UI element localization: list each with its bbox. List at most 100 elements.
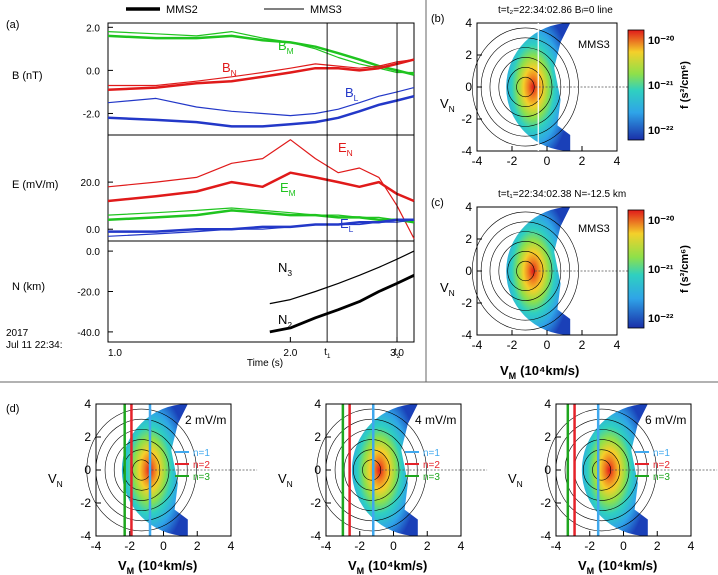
colorbar-gradient xyxy=(627,29,645,141)
x-axis-label-vm: VM (10⁴km/s) xyxy=(348,558,427,575)
legend-label-n=2: n=2 xyxy=(653,460,670,471)
legend-label-n=1: n=1 xyxy=(193,448,210,459)
y-axis-label: E (mV/m) xyxy=(12,179,58,191)
colorbar-tick-label: 10⁻²⁰ xyxy=(648,215,675,227)
y-tick-label: 4 xyxy=(465,200,472,214)
y-tick-label: 2 xyxy=(465,232,472,246)
panel-c-title: t=t₁=22:34:02.38 N=-12.5 km xyxy=(498,189,626,200)
contour-line xyxy=(498,241,553,301)
series-line-4 xyxy=(108,59,415,87)
x-tick-label: 2 xyxy=(654,539,661,553)
panel-d-distribution xyxy=(86,404,258,536)
x-axis-label-vm: VM (10⁴km/s) xyxy=(500,363,579,381)
time-series-panels: 2.0 0.0 -2.0 B (nT) BM BN BL 20.0 0.0 E (mV/m) EN E… xyxy=(12,22,415,369)
contour-line xyxy=(334,429,409,511)
distribution-panels: t=t₂=22:34:02.86 Bₗ=0 line -4 4 -2 2 0 0 2 -2 4 -4… xyxy=(48,5,718,575)
legend-label-n=3: n=3 xyxy=(193,472,210,483)
y-tick-label: 0.0 xyxy=(86,225,100,236)
y-tick-label: 2 xyxy=(314,430,321,444)
y-tick-label: 2 xyxy=(84,430,91,444)
y-tick-label: 0 xyxy=(465,80,472,94)
series-line-6 xyxy=(107,87,415,117)
y-tick-label: -2 xyxy=(80,496,91,510)
legend-mms2-label: MMS2 xyxy=(166,4,198,16)
y-tick-label: -2 xyxy=(461,112,472,126)
x-tick-label: 0 xyxy=(160,539,167,553)
panel-b-title: t=t₂=22:34:02.86 Bₗ=0 line xyxy=(498,5,613,16)
colorbar-tick-label: 10⁻²² xyxy=(648,125,674,137)
x-tick-label: 1.0 xyxy=(108,348,122,359)
y-tick-label: 0 xyxy=(544,463,551,477)
y-tick-label: 4 xyxy=(314,397,321,411)
series-line-2 xyxy=(107,139,415,239)
y-tick-label: -4 xyxy=(80,529,91,543)
series-label-N2: N2 xyxy=(278,312,292,330)
panel-b-distribution xyxy=(471,23,638,151)
panel-d-2: -4 4 -2 2 0 0 2 -2 4 -4 4 mV/m n=1n=2n=3 VN VM (10⁴km/… xyxy=(278,397,488,575)
y-axis-label-vn: VN xyxy=(440,96,455,114)
series-label-BN: BN xyxy=(222,60,237,78)
x-tick-label: -2 xyxy=(507,154,518,168)
plot-frame xyxy=(107,240,415,343)
colorbar-gradient xyxy=(627,209,645,329)
contour-line xyxy=(592,459,612,481)
series-line-3 xyxy=(107,209,415,224)
y-tick-label: -4 xyxy=(540,529,551,543)
y-tick-label: 0.0 xyxy=(86,66,100,77)
probe-label: MMS3 xyxy=(578,39,610,51)
x-tick-label: 2 xyxy=(579,154,586,168)
panel-c-distribution xyxy=(471,207,638,335)
plot-frame xyxy=(107,134,415,242)
legend: MMS2 MMS3 xyxy=(126,4,342,16)
y-tick-label: 0 xyxy=(84,463,91,477)
x-tick-label: 3.0 xyxy=(390,348,404,359)
x-tick-label: -4 xyxy=(551,539,562,553)
y-tick-label: 0 xyxy=(465,264,472,278)
y-tick-label: 0 xyxy=(314,463,321,477)
series-label-EN: EN xyxy=(338,140,353,158)
contour-line xyxy=(362,459,382,481)
efield-label: 4 mV/m xyxy=(415,413,456,427)
y-axis-label-vn: VN xyxy=(508,471,523,489)
x-tick-label: -4 xyxy=(472,154,483,168)
y-tick-label: -2 xyxy=(461,296,472,310)
contour-line xyxy=(564,429,639,511)
x-tick-label: -4 xyxy=(472,338,483,352)
panel-d-3: -4 4 -2 2 0 0 2 -2 4 -4 6 mV/m n=1n=2n=3 VN VM (10⁴km/… xyxy=(508,397,718,575)
colorbar-tick-label: 10⁻²⁰ xyxy=(648,35,675,47)
x-tick-label: 0 xyxy=(544,338,551,352)
series-line-4 xyxy=(107,207,414,221)
time-series-1: 2.0 0.0 -2.0 B (nT) BM BN BL xyxy=(12,22,415,136)
legend-label-n=1: n=1 xyxy=(423,448,440,459)
x-tick-label: 4 xyxy=(688,539,695,553)
y-axis-label-vn: VN xyxy=(278,471,293,489)
distribution-fill xyxy=(506,207,571,335)
panel-d-1: -4 4 -2 2 0 0 2 -2 4 -4 2 mV/m n=1n=2n=3 VN VM (10⁴km/… xyxy=(48,397,258,575)
panel-label-a: (a) xyxy=(6,19,19,31)
y-tick-label: 4 xyxy=(465,16,472,30)
distribution-fill xyxy=(351,404,418,536)
series-line-1 xyxy=(107,171,415,203)
colorbar-tick-label: 10⁻²¹ xyxy=(648,264,674,276)
series-label-BL: BL xyxy=(345,85,359,103)
x-axis-label: Time (s) xyxy=(247,358,283,369)
year-label: 2017 xyxy=(6,328,29,339)
colorbar-label: f (s³/cm⁶) xyxy=(679,61,691,109)
panel-b: t=t₂=22:34:02.86 Bₗ=0 line-44-22002-24-4… xyxy=(440,5,691,168)
series-line-3 xyxy=(107,58,415,92)
x-tick-label: 4 xyxy=(614,338,621,352)
y-axis-label: B (nT) xyxy=(12,70,43,82)
x-tick-label: 4 xyxy=(458,539,465,553)
x-tick-label: -2 xyxy=(354,539,365,553)
series-line-5 xyxy=(108,218,414,233)
x-tick-label: -2 xyxy=(507,338,518,352)
series-line-1 xyxy=(269,250,415,305)
contour-line xyxy=(86,408,197,532)
y-tick-label: 2.0 xyxy=(86,23,100,34)
marker-label-t1: t1 xyxy=(324,347,331,360)
legend-mms3-label: MMS3 xyxy=(310,4,342,16)
y-tick-label: -2.0 xyxy=(83,109,101,120)
panel-d-axes: -4 4 -2 2 0 0 2 -2 4 -4 xyxy=(310,397,464,553)
series-line-2 xyxy=(269,274,415,334)
